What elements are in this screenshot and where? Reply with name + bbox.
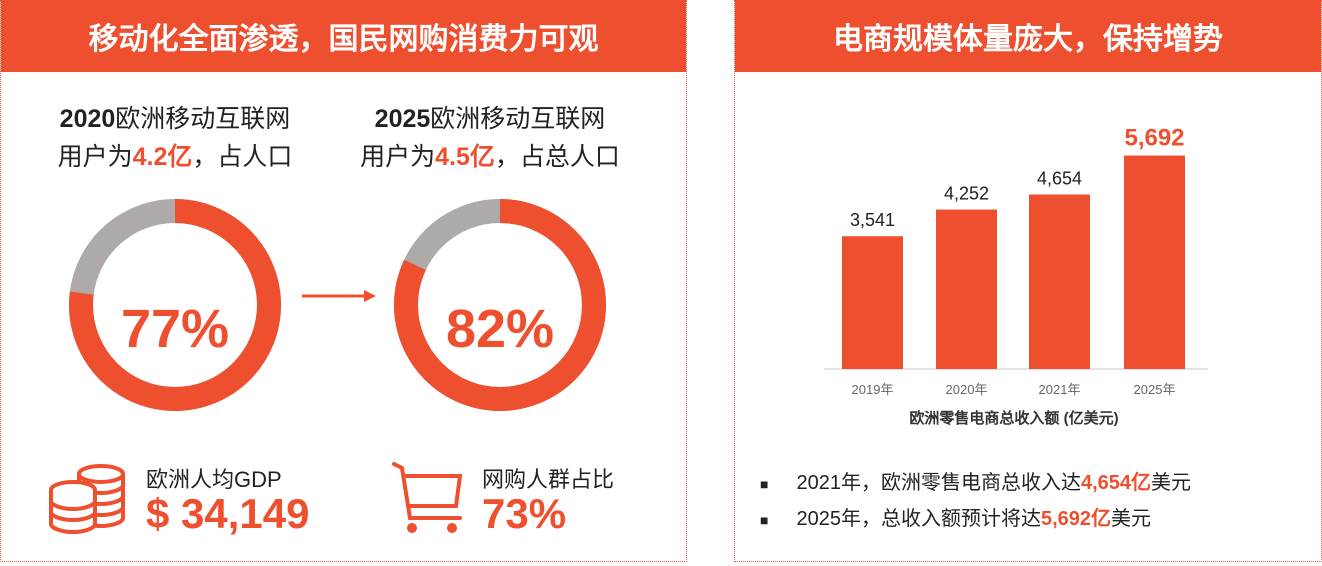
- left-panel-title: 移动化全面渗透，国民网购消费力可观: [1, 0, 686, 72]
- x-tick-label: 2025年: [1134, 382, 1176, 397]
- bullet-icon: ■: [760, 476, 769, 492]
- gdp-value: $ 34,149: [146, 490, 310, 537]
- bar-2021年: [1029, 194, 1090, 369]
- bar-2020年: [936, 209, 997, 369]
- donut-charts: [69, 199, 606, 411]
- bullet-list: ■ 2021年，欧洲零售电商总收入达4,654亿美元 ■ 2025年，总收入额预计将…: [760, 466, 1191, 531]
- caption-text: 欧洲移动互联网: [430, 105, 606, 133]
- x-tick-label: 2020年: [946, 382, 988, 397]
- caption-text: 用户为: [360, 143, 436, 171]
- donut-share: [69, 199, 281, 411]
- x-axis-title: 欧洲零售电商总收入额 (亿美元): [909, 409, 1118, 427]
- percent-2020: 77%: [120, 299, 230, 359]
- gdp-label: 欧洲人均GDP: [146, 467, 282, 492]
- bullet-text: 2025年，总收入额预计将达: [796, 508, 1041, 530]
- bar-data-label: 3,541: [850, 210, 895, 230]
- bullet-item: ■ 2025年，总收入额预计将达5,692亿美元: [760, 502, 1191, 531]
- donut-share: [394, 199, 606, 411]
- stat-2020-caption: 2020欧洲移动互联网 用户为4.2亿，占人口: [20, 100, 330, 176]
- bullet-text: 美元: [1151, 472, 1192, 494]
- donut-2025: [394, 199, 606, 411]
- x-tick-label: 2019年: [852, 382, 894, 397]
- right-panel: 电商规模体量庞大，保持增势: [734, 0, 1322, 562]
- arrow-head-icon: [364, 290, 376, 302]
- stat-2025-caption: 2025欧洲移动互联网 用户为4.5亿，占总人口: [335, 100, 645, 176]
- right-panel-title: 电商规模体量庞大，保持增势: [735, 0, 1321, 72]
- year: 2025: [374, 105, 431, 133]
- bar-2019年: [842, 236, 903, 369]
- donut-2020: [69, 199, 281, 411]
- caption-text: ，占总人口: [494, 143, 620, 171]
- user-count: 4.2亿: [132, 143, 193, 171]
- cart-icon: [392, 462, 463, 533]
- year: 2020: [59, 105, 116, 133]
- coins-icon: [49, 464, 125, 534]
- shoppers-label: 网购人群占比: [482, 467, 615, 492]
- bullet-item: ■ 2021年，欧洲零售电商总收入达4,654亿美元: [760, 466, 1191, 502]
- bullet-value: 4,654亿: [1080, 472, 1152, 494]
- bullet-value: 5,692亿: [1040, 508, 1112, 530]
- caption-text: 用户为: [57, 143, 133, 171]
- caption-text: 欧洲移动互联网: [115, 105, 291, 133]
- bar-data-label: 4,654: [1037, 168, 1082, 188]
- bullet-text: 美元: [1111, 508, 1152, 530]
- shoppers-value: 73%: [482, 490, 567, 537]
- bar-2025年: [1124, 155, 1185, 369]
- bar-data-label: 4,252: [944, 184, 989, 204]
- bullet-icon: ■: [760, 512, 769, 528]
- bar-data-label: 5,692: [1124, 125, 1184, 152]
- revenue-bar-chart: 欧洲零售电商总收入额 (亿美元) 3,541 2019年 4,252 2020年 4,6…: [824, 125, 1208, 427]
- percent-2025: 82%: [445, 299, 555, 359]
- x-tick-label: 2021年: [1039, 382, 1081, 397]
- bullet-text: 2021年，欧洲零售电商总收入达: [796, 472, 1081, 494]
- caption-text: ，占人口: [192, 143, 293, 171]
- left-panel: 移动化全面渗透，国民网购消费力可观: [0, 0, 687, 562]
- user-count: 4.5亿: [435, 143, 495, 171]
